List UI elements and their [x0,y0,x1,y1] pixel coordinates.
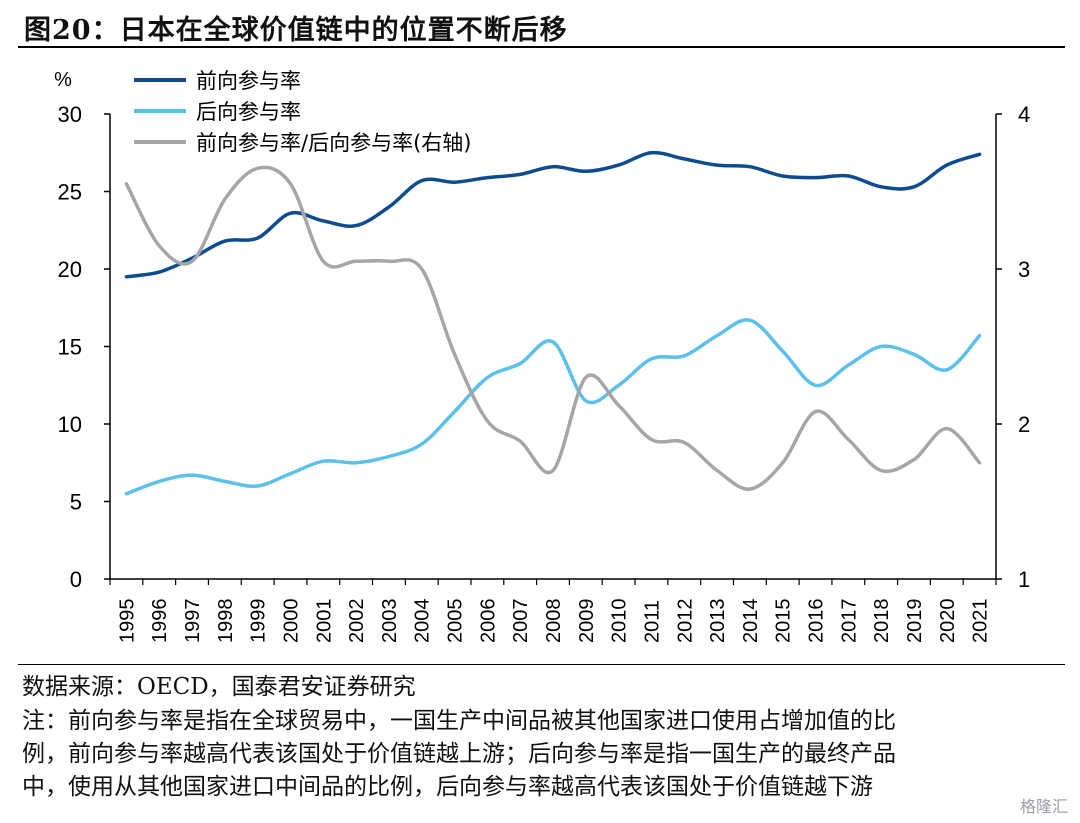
x-tick-label: 2001 [313,599,335,644]
x-tick-label: 2010 [609,599,631,644]
footnote-line: 注：前向参与率是指在全球贸易中，一国生产中间品被其他国家进口使用占增加值的比 [22,708,896,734]
x-tick-label: 2011 [641,600,663,643]
left-tick-label: 20 [58,257,82,282]
x-tick-label: 2012 [674,599,696,644]
legend-label-3: 前向参与率/后向参与率(右轴) [196,131,471,155]
line-chart: 0 5 10 15 20 25 30% 1 2 3 4 1995 1996 1997 1998 1999 200… [54,69,1030,643]
x-tick-label: 2008 [543,599,565,644]
x-tick-label: 1996 [149,599,171,644]
x-tick-label: 2009 [576,599,598,644]
x-tick-label: 2020 [937,599,959,644]
x-tick-label: 2004 [412,599,434,644]
x-tick-label: 1999 [248,599,270,644]
top-rule [18,46,1065,48]
left-tick-label: 25 [58,180,82,205]
bottom-rule [18,664,1065,665]
left-tick-label: 30 [58,102,82,127]
x-tick-label: 2003 [379,599,401,644]
series-line-2 [124,318,982,496]
x-tick-label: 1997 [182,599,204,644]
x-tick-label: 2016 [806,599,828,644]
left-axis-unit: % [54,69,72,91]
footnote-line: 例，前向参与率越高代表该国处于价值链越上游；后向参与率是指一国生产的最终产品 [22,741,896,767]
x-tick-label: 1995 [116,599,138,644]
series-line-3 [124,165,982,491]
left-tick-label: 15 [58,335,82,360]
chart-title: 图20：日本在全球价值链中的位置不断后移 [24,15,568,46]
data-source: 数据来源：OECD，国泰君安证券研究 [22,674,416,700]
x-tick-label: 2021 [970,599,992,643]
watermark-logo: 格隆汇 [1019,797,1068,816]
x-tick-label: 2007 [510,599,532,644]
right-tick-label: 3 [1018,257,1030,282]
right-tick-label: 1 [1018,567,1030,592]
x-tick-label: 2005 [445,599,467,644]
series-line-1 [124,150,982,279]
left-tick-label: 0 [70,567,82,592]
right-tick-label: 4 [1018,102,1030,127]
x-tick-label: 2002 [346,599,368,644]
x-tick-label: 2015 [773,599,795,644]
x-tick-label: 2017 [838,599,860,644]
chart-axes: 0 5 10 15 20 25 30% 1 2 3 4 1995 1996 1997 1998 1999 200… [54,69,1030,643]
footnote-line: 中，使用从其他国家进口中间品的比例，后向参与率越高代表该国处于价值链越下游 [22,774,873,800]
x-tick-label: 1998 [215,599,237,644]
x-tick-label: 2019 [904,599,926,644]
chart-series [124,150,982,496]
left-tick-label: 10 [58,412,82,437]
x-tick-label: 2006 [477,599,499,644]
x-tick-label: 2018 [871,599,893,644]
x-tick-label: 2014 [740,599,762,644]
right-tick-label: 2 [1018,412,1030,437]
x-tick-label: 2000 [280,599,302,644]
legend-label-2: 后向参与率 [196,100,301,124]
x-tick-label: 2013 [707,599,729,644]
legend-label-1: 前向参与率 [196,69,301,93]
footnote: 注：前向参与率是指在全球贸易中，一国生产中间品被其他国家进口使用占增加值的比 例… [22,705,1067,804]
left-tick-label: 5 [70,490,82,515]
